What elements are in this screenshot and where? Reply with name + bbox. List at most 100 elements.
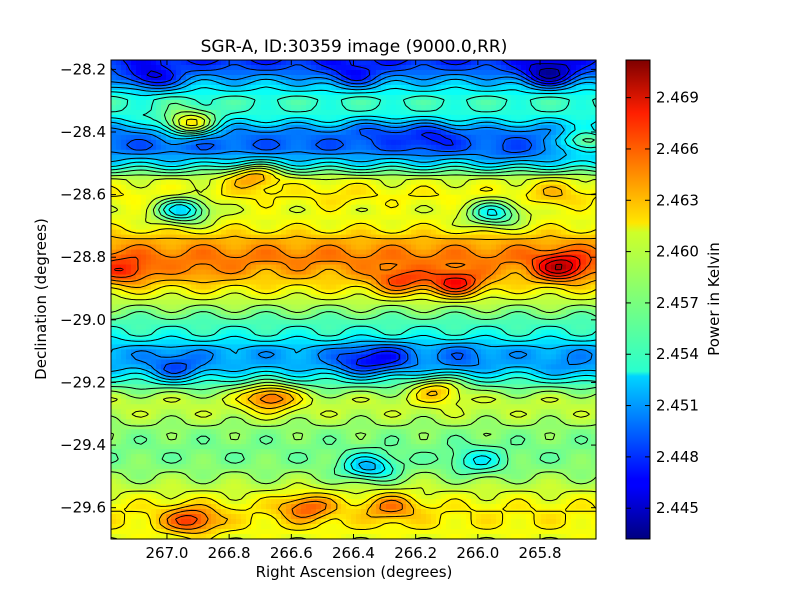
heatmap-cell — [556, 209, 562, 216]
heatmap-cell — [201, 194, 207, 201]
heatmap-cell — [376, 124, 382, 131]
heatmap-cell — [501, 114, 507, 121]
heatmap-cell — [416, 109, 422, 116]
heatmap-cell — [346, 69, 352, 76]
heatmap-cell — [386, 84, 392, 91]
heatmap-cell — [566, 64, 572, 71]
heatmap-cell — [271, 209, 277, 216]
heatmap-cell — [361, 74, 367, 81]
heatmap-cell — [336, 209, 342, 216]
heatmap-cell — [541, 179, 547, 186]
heatmap-cell — [466, 259, 472, 266]
heatmap-cell — [546, 124, 552, 131]
heatmap-cell — [381, 274, 387, 281]
heatmap-cell — [136, 64, 142, 71]
heatmap-cell — [136, 254, 142, 261]
heatmap-cell — [121, 124, 127, 131]
heatmap-cell — [331, 84, 337, 91]
heatmap-cell — [321, 164, 327, 171]
heatmap-cell — [276, 204, 282, 211]
heatmap-cell — [581, 224, 587, 231]
heatmap-cell — [321, 199, 327, 206]
heatmap-cell — [581, 214, 587, 221]
heatmap-cell — [586, 199, 592, 206]
heatmap-cell — [381, 259, 387, 266]
heatmap-cell — [496, 104, 502, 111]
heatmap-cell — [501, 249, 507, 256]
heatmap-cell — [186, 169, 192, 176]
heatmap-cell — [376, 274, 382, 281]
heatmap-cell — [176, 84, 182, 91]
heatmap-cell — [541, 219, 547, 226]
heatmap-cell — [176, 79, 182, 86]
heatmap-cell — [591, 199, 597, 206]
heatmap-cell — [166, 184, 172, 191]
heatmap-cell — [431, 214, 437, 221]
heatmap-cell — [481, 269, 487, 276]
heatmap-cell — [531, 194, 537, 201]
heatmap-cell — [271, 299, 277, 306]
heatmap-cell — [591, 189, 597, 196]
heatmap-cell — [166, 114, 172, 121]
heatmap-cell — [466, 209, 472, 216]
heatmap-cell — [271, 149, 277, 156]
heatmap-cell — [176, 60, 182, 66]
heatmap-cell — [391, 199, 397, 206]
heatmap-cell — [181, 219, 187, 226]
heatmap-cell — [151, 299, 157, 306]
heatmap-cell — [591, 214, 597, 221]
heatmap-cell — [211, 129, 217, 136]
heatmap-cell — [221, 194, 227, 201]
heatmap-cell — [116, 204, 122, 211]
heatmap-cell — [166, 104, 172, 111]
heatmap-cell — [386, 199, 392, 206]
heatmap-cell — [236, 179, 242, 186]
heatmap-cell — [301, 279, 307, 286]
heatmap-cell — [511, 114, 517, 121]
heatmap-cell — [396, 214, 402, 221]
heatmap-cell — [546, 154, 552, 161]
heatmap-cell — [256, 224, 262, 231]
heatmap-cell — [476, 129, 482, 136]
heatmap-cell — [466, 159, 472, 166]
heatmap-cell — [356, 114, 362, 121]
heatmap-cell — [376, 129, 382, 136]
heatmap-cell — [511, 224, 517, 231]
heatmap-cell — [411, 224, 417, 231]
heatmap-cell — [326, 99, 332, 106]
heatmap-cell — [261, 284, 267, 291]
heatmap-cell — [506, 69, 512, 76]
heatmap-cell — [531, 154, 537, 161]
heatmap-cell — [141, 219, 147, 226]
heatmap-cell — [471, 259, 477, 266]
heatmap-cell — [271, 194, 277, 201]
heatmap-cell — [431, 149, 437, 156]
heatmap-cell — [196, 204, 202, 211]
heatmap-cell — [121, 269, 127, 276]
heatmap-cell — [201, 104, 207, 111]
heatmap-cell — [271, 89, 277, 96]
heatmap-cell — [451, 79, 457, 86]
heatmap-cell — [261, 244, 267, 251]
heatmap-cell — [451, 259, 457, 266]
heatmap-cell — [376, 84, 382, 91]
heatmap-cell — [581, 254, 587, 261]
heatmap-cell — [281, 164, 287, 171]
heatmap-cell — [266, 154, 272, 161]
heatmap-cell — [356, 94, 362, 101]
heatmap-cell — [491, 299, 497, 306]
heatmap-cell — [131, 144, 137, 151]
heatmap-cell — [586, 104, 592, 111]
heatmap-cell — [401, 264, 407, 271]
heatmap-cell — [136, 214, 142, 221]
heatmap-cell — [201, 269, 207, 276]
heatmap-cell — [571, 194, 577, 201]
heatmap-cell — [351, 64, 357, 71]
heatmap-cell — [336, 239, 342, 246]
heatmap-cell — [181, 164, 187, 171]
heatmap-cell — [211, 64, 217, 71]
heatmap-cell — [166, 204, 172, 211]
heatmap-cell — [536, 164, 542, 171]
heatmap-cell — [196, 274, 202, 281]
heatmap-cell — [261, 234, 267, 241]
